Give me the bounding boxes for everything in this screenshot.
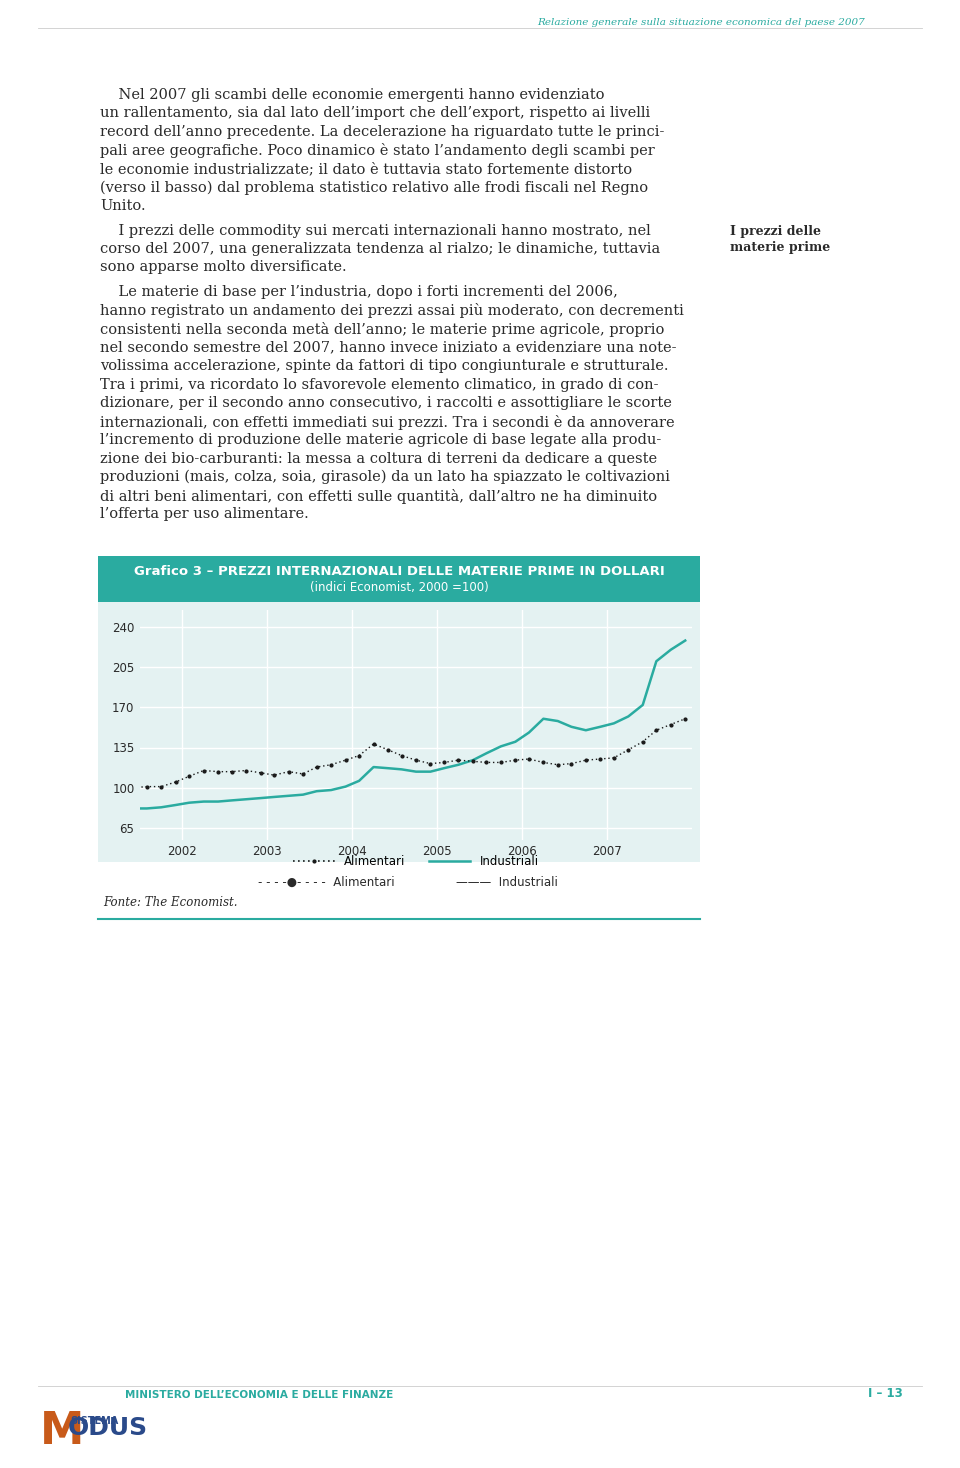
Text: produzioni (mais, colza, soia, girasole) da un lato ha spiazzato le coltivazioni: produzioni (mais, colza, soia, girasole)…: [100, 470, 670, 484]
Text: consistenti nella seconda metà dell’anno; le materie prime agricole, proprio: consistenti nella seconda metà dell’anno…: [100, 321, 664, 338]
Text: sono apparse molto diversificate.: sono apparse molto diversificate.: [100, 260, 347, 275]
Text: (indici Economist, 2000 =100): (indici Economist, 2000 =100): [310, 581, 489, 595]
Text: pali aree geografiche. Poco dinamico è stato l’andamento degli scambi per: pali aree geografiche. Poco dinamico è s…: [100, 144, 655, 159]
Text: nel secondo semestre del 2007, hanno invece iniziato a evidenziare una note-: nel secondo semestre del 2007, hanno inv…: [100, 341, 677, 354]
Text: (verso il basso) dal problema statistico relativo alle frodi fiscali nel Regno: (verso il basso) dal problema statistico…: [100, 181, 648, 195]
Text: materie prime: materie prime: [730, 241, 830, 254]
Text: ———  Industriali: ——— Industriali: [456, 875, 559, 888]
Text: l’offerta per uso alimentare.: l’offerta per uso alimentare.: [100, 506, 309, 521]
Text: un rallentamento, sia dal lato dell’import che dell’export, rispetto ai livelli: un rallentamento, sia dal lato dell’impo…: [100, 107, 650, 120]
Text: volissima accelerazione, spinte da fattori di tipo congiunturale e strutturale.: volissima accelerazione, spinte da fatto…: [100, 360, 668, 373]
Text: Unito.: Unito.: [100, 200, 146, 213]
Text: zione dei bio-carburanti: la messa a coltura di terreni da dedicare a queste: zione dei bio-carburanti: la messa a col…: [100, 452, 658, 465]
Text: dizionare, per il secondo anno consecutivo, i raccolti e assottigliare le scorte: dizionare, per il secondo anno consecuti…: [100, 396, 672, 410]
Text: Relazione generale sulla situazione economica del paese 2007: Relazione generale sulla situazione econ…: [537, 18, 865, 26]
Text: MINISTERO DELL’ECONOMIA E DELLE FINANZE: MINISTERO DELL’ECONOMIA E DELLE FINANZE: [125, 1390, 393, 1400]
Bar: [98, 555, 700, 602]
Text: Tra i primi, va ricordato lo sfavorevole elemento climatico, in grado di con-: Tra i primi, va ricordato lo sfavorevole…: [100, 377, 659, 392]
Text: Nel 2007 gli scambi delle economie emergenti hanno evidenziato: Nel 2007 gli scambi delle economie emerg…: [100, 88, 605, 101]
Text: I prezzi delle commodity sui mercati internazionali hanno mostrato, nel: I prezzi delle commodity sui mercati int…: [100, 223, 651, 238]
Text: Le materie di base per l’industria, dopo i forti incrementi del 2006,: Le materie di base per l’industria, dopo…: [100, 285, 618, 299]
Text: SISTEMA: SISTEMA: [70, 1417, 118, 1425]
Text: di altri beni alimentari, con effetti sulle quantità, dall’altro ne ha diminuito: di altri beni alimentari, con effetti su…: [100, 489, 658, 504]
Bar: [98, 602, 700, 862]
Text: Grafico 3 – PREZZI INTERNAZIONALI DELLE MATERIE PRIME IN DOLLARI: Grafico 3 – PREZZI INTERNAZIONALI DELLE …: [133, 565, 664, 578]
Text: I – 13: I – 13: [868, 1387, 902, 1400]
Legend: Alimentari, Industriali: Alimentari, Industriali: [288, 850, 543, 872]
Text: hanno registrato un andamento dei prezzi assai più moderato, con decrementi: hanno registrato un andamento dei prezzi…: [100, 304, 684, 319]
Text: M: M: [40, 1409, 84, 1453]
Text: l’incremento di produzione delle materie agricole di base legate alla produ-: l’incremento di produzione delle materie…: [100, 433, 661, 446]
Text: corso del 2007, una generalizzata tendenza al rialzo; le dinamiche, tuttavia: corso del 2007, una generalizzata tenden…: [100, 242, 660, 255]
Text: - - - -●- - - -  Alimentari: - - - -●- - - - Alimentari: [258, 875, 396, 888]
Text: internazionali, con effetti immediati sui prezzi. Tra i secondi è da annoverare: internazionali, con effetti immediati su…: [100, 414, 675, 430]
Text: I prezzi delle: I prezzi delle: [730, 226, 821, 238]
Text: ODUS: ODUS: [68, 1417, 148, 1440]
Text: record dell’anno precedente. La decelerazione ha riguardato tutte le princi-: record dell’anno precedente. La decelera…: [100, 125, 664, 139]
Text: le economie industrializzate; il dato è tuttavia stato fortemente distorto: le economie industrializzate; il dato è …: [100, 161, 632, 176]
Text: Fonte: The Economist.: Fonte: The Economist.: [103, 897, 237, 910]
